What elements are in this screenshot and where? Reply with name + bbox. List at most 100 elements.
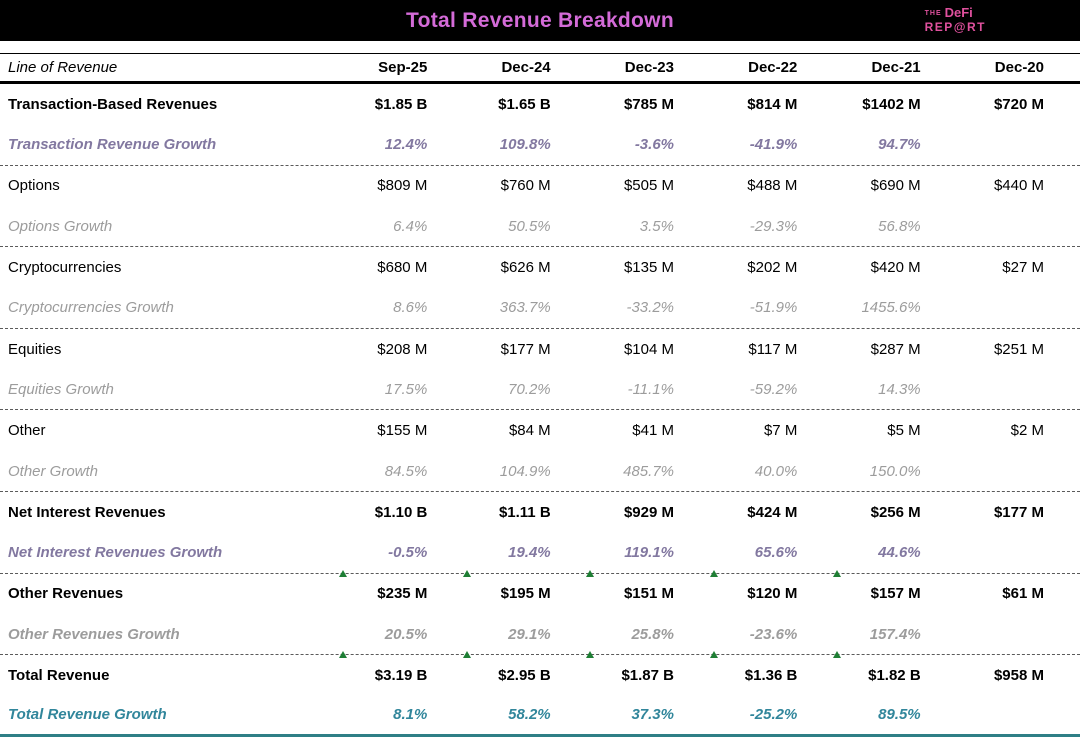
row-label: Other Revenues xyxy=(8,585,124,603)
defi-report-logo: THE DeFi REP@RT xyxy=(925,5,986,35)
green-corner-marker-icon xyxy=(833,569,841,577)
cell-value: 8.6% xyxy=(393,299,428,317)
table-row: Equities $208 M $177 M $104 M $117 M $287 M $2… xyxy=(0,329,1080,370)
cell-value: $104 M xyxy=(623,340,674,358)
green-corner-marker-icon xyxy=(833,651,841,659)
cell-value: $157 M xyxy=(870,585,921,603)
page-title: Total Revenue Breakdown xyxy=(406,8,674,32)
cell-value: 94.7% xyxy=(878,136,921,154)
row-label: Net Interest Revenues xyxy=(8,503,166,521)
cell-value: $84 M xyxy=(508,422,551,440)
table-row: Equities Growth 17.5% 70.2% -11.1% -59.2% 14.… xyxy=(0,370,1080,411)
cell-value: $440 M xyxy=(993,177,1044,195)
cell-value: $814 M xyxy=(747,95,798,113)
row-label: Cryptocurrencies Growth xyxy=(8,299,174,317)
cell-value: 84.5% xyxy=(384,462,428,480)
cell-value: 40.0% xyxy=(754,462,798,480)
title-bar: Total Revenue Breakdown THE DeFi REP@RT xyxy=(0,0,1080,41)
column-header-sep-25: Sep-25 xyxy=(378,59,428,76)
column-header-dec-21: Dec-21 xyxy=(871,59,921,76)
row-label: Other xyxy=(8,422,46,440)
green-corner-marker-icon xyxy=(710,569,718,577)
cell-value: $1.36 B xyxy=(744,667,798,685)
cell-value: $287 M xyxy=(870,340,921,358)
row-label: Transaction-Based Revenues xyxy=(8,95,218,113)
table-row: Other $155 M $84 M $41 M $7 M $5 M $2 M xyxy=(0,410,1080,451)
table-row: Transaction Revenue Growth 12.4% 109.8% -3.… xyxy=(0,125,1080,166)
cell-value: $177 M xyxy=(500,340,551,358)
cell-value: $135 M xyxy=(623,259,674,277)
cell-value: 8.1% xyxy=(393,706,428,724)
table-row: Options $809 M $760 M $505 M $488 M $690 M $44… xyxy=(0,166,1080,207)
cell-value: $626 M xyxy=(500,259,551,277)
column-header-line-of-revenue: Line of Revenue xyxy=(8,59,118,76)
cell-value: -25.2% xyxy=(749,706,798,724)
green-corner-marker-icon xyxy=(586,569,594,577)
table-row: Other Revenues $235 M $195 M $151 M $120 M $1… xyxy=(0,574,1080,615)
logo-line-1: THE DeFi xyxy=(925,5,986,21)
row-label: Equities xyxy=(8,340,62,358)
cell-value: $27 M xyxy=(1002,259,1044,277)
green-corner-marker-icon xyxy=(339,569,347,577)
cell-value: $5 M xyxy=(887,422,921,440)
cell-value: $155 M xyxy=(377,422,428,440)
cell-value: 12.4% xyxy=(384,136,428,154)
cell-value: 50.5% xyxy=(508,217,551,235)
cell-value: 89.5% xyxy=(878,706,921,724)
cell-value: $690 M xyxy=(870,177,921,195)
table-row: Other Revenues Growth 20.5% 29.1% 25.8% -23.… xyxy=(0,614,1080,659)
cell-value: $208 M xyxy=(377,340,428,358)
cell-value: 3.5% xyxy=(639,217,674,235)
cell-value: $41 M xyxy=(632,422,674,440)
cell-value: $251 M xyxy=(993,340,1044,358)
row-label: Options Growth xyxy=(8,217,113,235)
row-label: Transaction Revenue Growth xyxy=(8,136,217,154)
cell-value: $760 M xyxy=(500,177,551,195)
cell-value: 485.7% xyxy=(623,462,674,480)
cell-value: 104.9% xyxy=(499,462,551,480)
cell-value: 6.4% xyxy=(393,217,428,235)
table-row: Total Revenue Growth 8.1% 58.2% 37.3% -25.2%… xyxy=(0,696,1080,737)
cell-value: $1.85 B xyxy=(374,95,428,113)
green-corner-marker-icon xyxy=(463,651,471,659)
revenue-table: Line of Revenue Sep-25 Dec-24 Dec-23 Dec… xyxy=(0,53,1080,737)
cell-value: 58.2% xyxy=(508,706,551,724)
row-label: Options xyxy=(8,177,60,195)
cell-value: $809 M xyxy=(377,177,428,195)
table-header-row: Line of Revenue Sep-25 Dec-24 Dec-23 Dec… xyxy=(0,53,1080,84)
green-corner-marker-icon xyxy=(463,569,471,577)
cell-value: 150.0% xyxy=(869,462,921,480)
green-corner-marker-icon xyxy=(339,651,347,659)
cell-value: $929 M xyxy=(623,503,674,521)
cell-value: -59.2% xyxy=(749,380,798,398)
cell-value: $2.95 B xyxy=(498,667,551,685)
cell-value: $3.19 B xyxy=(374,667,428,685)
table-row: Transaction-Based Revenues $1.85 B $1.65 B… xyxy=(0,84,1080,125)
cell-value: $117 M xyxy=(748,340,798,358)
cell-value: -29.3% xyxy=(749,217,798,235)
row-label: Other Revenues Growth xyxy=(8,625,180,643)
cell-value: $720 M xyxy=(993,95,1044,113)
cell-value: 119.1% xyxy=(624,544,674,562)
table-body: Transaction-Based Revenues $1.85 B $1.65 B… xyxy=(0,84,1080,737)
cell-value: 1455.6% xyxy=(861,299,921,317)
column-header-dec-22: Dec-22 xyxy=(748,59,798,76)
cell-value: $120 M xyxy=(747,585,798,603)
green-corner-marker-icon xyxy=(710,651,718,659)
logo-defi-text: DeFi xyxy=(944,5,973,20)
table-row: Cryptocurrencies Growth 8.6% 363.7% -33.2% -… xyxy=(0,288,1080,329)
cell-value: $785 M xyxy=(623,95,674,113)
cell-value: $1.10 B xyxy=(374,503,428,521)
cell-value: 29.1% xyxy=(508,625,551,643)
column-header-dec-20: Dec-20 xyxy=(994,59,1044,76)
cell-value: $1.11 B xyxy=(498,503,551,521)
cell-value: $2 M xyxy=(1010,422,1044,440)
table-row: Cryptocurrencies $680 M $626 M $135 M $202 M… xyxy=(0,247,1080,288)
cell-value: $424 M xyxy=(747,503,798,521)
cell-value: $680 M xyxy=(377,259,428,277)
cell-value: $235 M xyxy=(377,585,428,603)
row-label: Net Interest Revenues Growth xyxy=(8,544,223,562)
cell-value: 20.5% xyxy=(384,625,428,643)
row-label: Other Growth xyxy=(8,462,99,480)
cell-value: $61 M xyxy=(1002,585,1044,603)
